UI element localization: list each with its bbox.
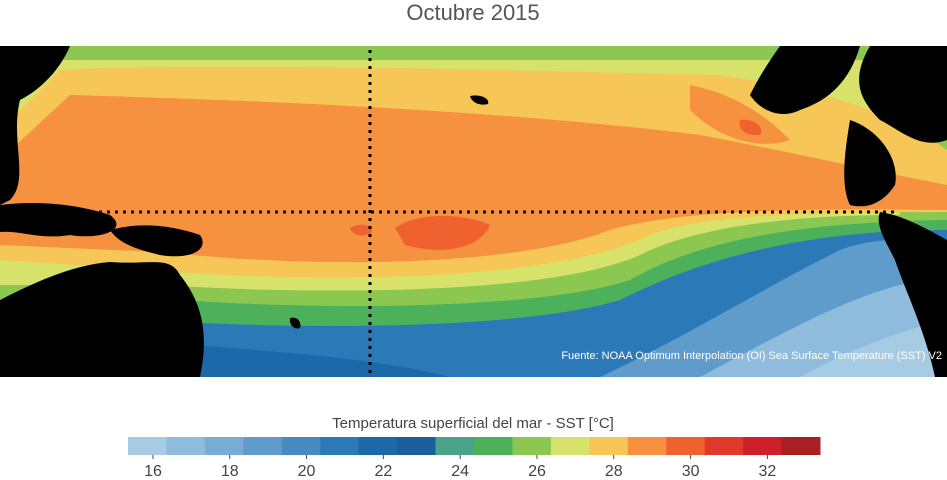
colorbar: 16 18 20 22 24 26 28 30 32	[128, 437, 821, 480]
tick-label: 18	[221, 463, 239, 480]
colorbar-bin	[781, 437, 821, 455]
colorbar-bin	[397, 437, 437, 455]
tick-label: 32	[758, 463, 776, 480]
tick-label: 30	[682, 463, 700, 480]
colorbar-label: Temperatura superficial del mar - SST [°…	[332, 415, 614, 432]
colorbar-bin	[435, 437, 475, 455]
title: Octubre 2015	[406, 0, 539, 25]
tick-label: 16	[144, 463, 162, 480]
sst-map: Fuente: NOAA Optimum Interpolation (OI) …	[0, 46, 947, 377]
colorbar-bin	[704, 437, 744, 455]
colorbar-bin	[320, 437, 360, 455]
colorbar-bin	[474, 437, 513, 455]
tick-label: 20	[298, 463, 316, 480]
source-note: Fuente: NOAA Optimum Interpolation (OI) …	[561, 350, 942, 362]
tick-label: 26	[528, 463, 546, 480]
colorbar-bin	[550, 437, 590, 455]
colorbar-bin	[358, 437, 398, 455]
colorbar-bin	[666, 437, 706, 455]
colorbar-bin	[512, 437, 552, 455]
tick-label: 28	[605, 463, 623, 480]
colorbar-bin	[627, 437, 667, 455]
tick-label: 22	[374, 463, 392, 480]
colorbar-bin	[743, 437, 783, 455]
tick-label: 24	[451, 463, 469, 480]
colorbar-bin	[204, 437, 244, 455]
colorbar-bin	[243, 437, 283, 455]
colorbar-bin	[281, 437, 321, 455]
colorbar-bin	[128, 437, 167, 455]
colorbar-bin	[589, 437, 629, 455]
colorbar-bin	[166, 437, 206, 455]
